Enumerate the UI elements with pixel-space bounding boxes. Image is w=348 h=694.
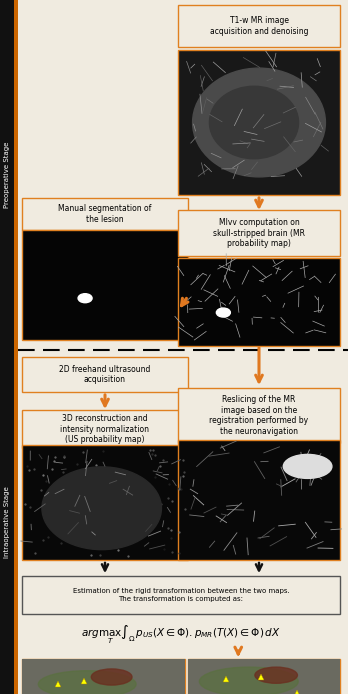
Text: Preoperative Stage: Preoperative Stage — [4, 142, 10, 208]
Bar — [188, 659, 340, 694]
Ellipse shape — [216, 308, 230, 317]
Bar — [22, 659, 185, 694]
Text: Intraoperative Stage: Intraoperative Stage — [4, 486, 10, 558]
Bar — [22, 659, 185, 694]
Ellipse shape — [78, 294, 92, 303]
Bar — [22, 576, 340, 614]
Ellipse shape — [42, 467, 161, 550]
Bar — [22, 445, 188, 560]
Text: Estimation of the rigid transformation between the two maps.
The transformation : Estimation of the rigid transformation b… — [73, 589, 290, 602]
Ellipse shape — [199, 667, 298, 694]
Bar — [0, 0, 14, 694]
Text: T1-w MR image
acquisition and denoising: T1-w MR image acquisition and denoising — [210, 16, 308, 35]
Bar — [22, 357, 188, 392]
Text: Manual segmentation of
the lesion: Manual segmentation of the lesion — [58, 204, 152, 223]
Bar — [178, 210, 340, 256]
Text: 3D reconstruction and
intensity normalization
(US probability map): 3D reconstruction and intensity normaliz… — [61, 414, 150, 444]
Ellipse shape — [255, 667, 298, 684]
Bar — [178, 258, 340, 346]
Bar — [22, 230, 188, 340]
Ellipse shape — [192, 68, 325, 177]
Ellipse shape — [91, 669, 132, 685]
Bar — [178, 50, 340, 195]
Bar — [178, 5, 340, 47]
Bar — [22, 198, 188, 230]
Bar — [178, 440, 340, 560]
Text: Mlvv computation on
skull-stripped brain (MR
probability map): Mlvv computation on skull-stripped brain… — [213, 218, 305, 248]
Ellipse shape — [283, 455, 332, 478]
Text: $arg\max_{T} \int_{\Omega} p_{US}(X \in \Phi).p_{MR}(T(X) \in \Phi)\, dX$: $arg\max_{T} \int_{\Omega} p_{US}(X \in … — [81, 624, 281, 646]
Bar — [14, 0, 18, 694]
Ellipse shape — [209, 86, 299, 159]
Bar — [22, 410, 188, 448]
Bar — [178, 388, 340, 443]
Ellipse shape — [38, 670, 136, 694]
Text: 2D freehand ultrasound
acquisition: 2D freehand ultrasound acquisition — [59, 365, 151, 384]
Text: Reslicing of the MR
image based on the
registration performed by
the neuronaviga: Reslicing of the MR image based on the r… — [209, 396, 309, 436]
Bar — [188, 659, 340, 694]
